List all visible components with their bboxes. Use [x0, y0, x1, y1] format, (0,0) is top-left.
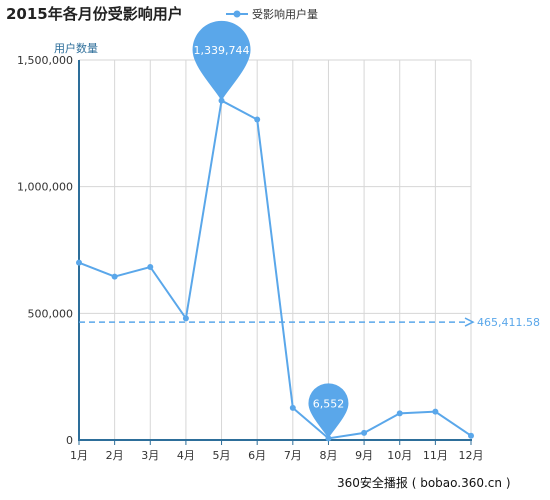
data-point [111, 273, 118, 280]
x-tick-label: 10月 [387, 449, 412, 462]
min-marker-label: 6,552 [313, 397, 345, 410]
y-axis-label: 用户数量 [54, 42, 98, 55]
x-tick-label: 11月 [423, 449, 448, 462]
x-tick-label: 4月 [177, 449, 195, 462]
legend-line-icon [226, 10, 248, 18]
y-tick-label: 1,500,000 [17, 54, 73, 67]
min-marker-shape [308, 383, 349, 439]
max-marker-shape [192, 20, 251, 101]
footer-credit: 360安全播报 ( bobao.360.cn ) [337, 476, 511, 490]
data-point [182, 315, 189, 322]
x-tick-label: 5月 [213, 449, 231, 462]
y-tick-label: 1,000,000 [17, 181, 73, 194]
data-point [254, 116, 261, 123]
x-tick-label: 9月 [355, 449, 373, 462]
data-point [289, 404, 296, 411]
y-tick-label: 500,000 [28, 307, 74, 320]
data-point [432, 408, 439, 415]
x-tick-label: 3月 [141, 449, 159, 462]
max-marker-label: 1,339,744 [194, 44, 250, 57]
x-tick-label: 8月 [319, 449, 337, 462]
x-tick-label: 2月 [106, 449, 124, 462]
data-point [147, 263, 154, 270]
x-tick-label: 6月 [248, 449, 266, 462]
data-point [361, 429, 368, 436]
legend-series-label: 受影响用户量 [252, 8, 318, 21]
x-tick-label: 7月 [284, 449, 302, 462]
data-point [76, 259, 82, 266]
average-label: 465,411.58 [477, 316, 540, 329]
chart-title: 2015年各月份受影响用户 [6, 5, 183, 23]
legend[interactable]: 受影响用户量 [226, 6, 318, 22]
x-tick-label: 1月 [70, 449, 88, 462]
series-line [78, 99, 472, 440]
data-point [468, 432, 474, 439]
max-marker: 1,339,744 [192, 20, 251, 101]
x-tick-label: 12月 [459, 449, 484, 462]
y-tick-label: 0 [66, 434, 73, 447]
data-point [396, 410, 403, 417]
min-marker: 6,552 [308, 383, 349, 439]
average-arrow-icon [464, 317, 475, 327]
